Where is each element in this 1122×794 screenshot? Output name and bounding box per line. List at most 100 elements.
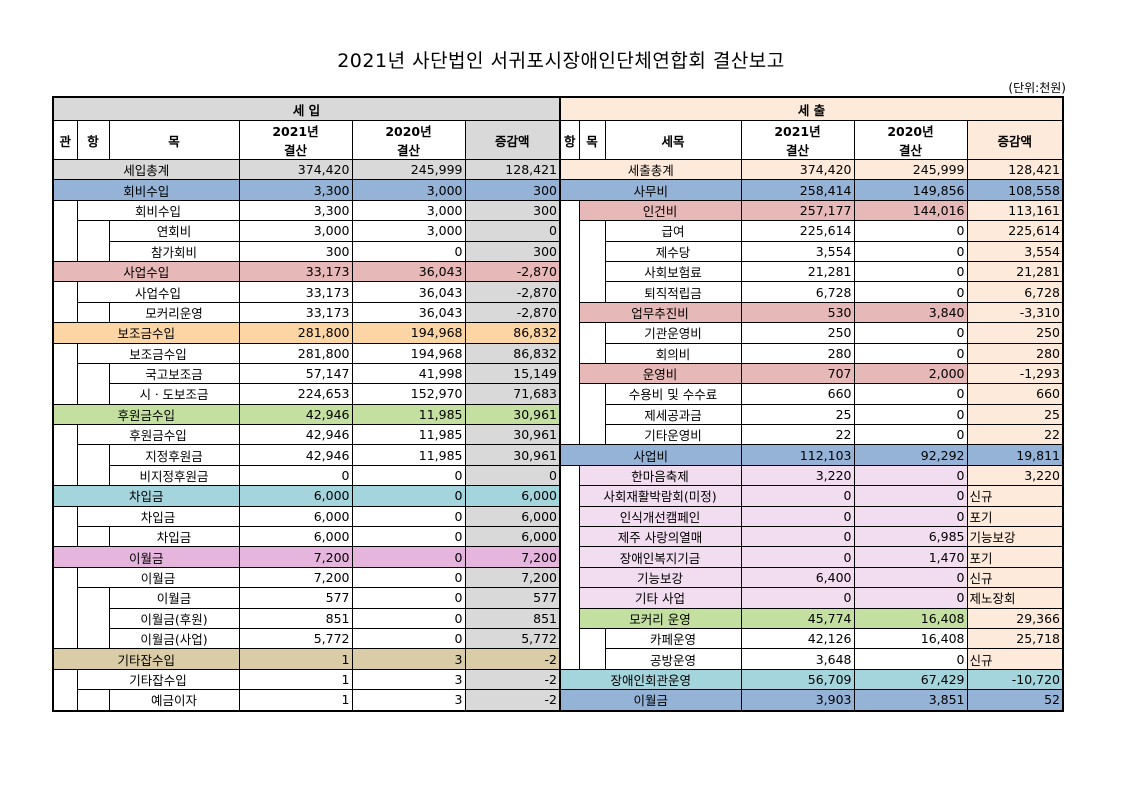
- expense-diff: 22: [966, 424, 1064, 446]
- indent-cell: [559, 404, 580, 425]
- indent-cell: [559, 608, 580, 629]
- expense-col-mok: 목: [578, 120, 606, 160]
- income-2020: 3: [351, 668, 466, 691]
- income-item-name: 시ㆍ도보조금: [108, 383, 240, 405]
- income-item-name: 차입금: [108, 526, 240, 548]
- indent-cell: [559, 465, 580, 486]
- expense-item-name: 이월금: [559, 689, 742, 712]
- income-diff: 7,200: [464, 566, 561, 589]
- expense-2020: 245,999: [853, 158, 968, 181]
- indent-cell: [76, 587, 110, 609]
- expense-col-hang: 항: [559, 120, 580, 160]
- expense-item-name: 인식개선캠페인: [578, 505, 742, 528]
- income-item-name: 기타잡수입: [52, 648, 240, 670]
- expense-2020: 92,292: [853, 444, 968, 466]
- expense-2020: 0: [853, 485, 968, 507]
- expense-item-name: 카페운영: [604, 627, 742, 650]
- expense-2021: 280: [740, 342, 855, 364]
- indent-cell: [578, 628, 606, 649]
- income-2020: 0: [351, 464, 466, 487]
- table-row: 참가회비 300 0 300 제수당 3,554 0 3,554: [52, 240, 1064, 262]
- expense-diff: 250: [966, 322, 1064, 344]
- expense-2021: 0: [740, 526, 855, 548]
- expense-2020: 0: [853, 505, 968, 528]
- expense-diff: 신규: [966, 485, 1064, 507]
- indent-cell: [52, 628, 78, 650]
- expense-item-name: 수용비 및 수수료: [604, 383, 742, 405]
- indent-cell: [578, 648, 606, 670]
- expense-col-2021: 2021년 결산: [740, 120, 855, 160]
- expense-2021: 225,614: [740, 220, 855, 242]
- income-2020: 194,968: [351, 342, 466, 364]
- income-diff: 6,000: [464, 505, 561, 528]
- income-2020: 3: [351, 689, 466, 712]
- income-2020: 3: [351, 648, 466, 670]
- expense-2021: 22: [740, 424, 855, 446]
- expense-diff: 19,811: [966, 444, 1064, 466]
- indent-cell: [76, 302, 110, 324]
- indent-cell: [52, 383, 78, 405]
- income-2020: 0: [351, 587, 466, 609]
- expense-diff: 제노장회: [966, 587, 1064, 609]
- income-item-name: 이월금(후원): [108, 607, 240, 629]
- expense-diff: 113,161: [966, 199, 1064, 222]
- indent-cell: [76, 220, 110, 242]
- expense-2020: 16,408: [853, 627, 968, 650]
- income-2021: 1: [238, 668, 353, 691]
- expense-2021: 3,554: [740, 240, 855, 262]
- income-2020: 0: [351, 526, 466, 548]
- expense-2020: 0: [853, 383, 968, 405]
- income-item-name: 사업수입: [76, 281, 240, 303]
- table-row: 지정후원금 42,946 11,985 30,961 사업비 112,103 92,292 1…: [52, 444, 1064, 466]
- expense-2021: 25: [740, 403, 855, 426]
- expense-diff: 3,554: [966, 240, 1064, 262]
- income-2021: 224,653: [238, 383, 353, 405]
- table-row: 예금이자 1 3 -2 이월금 3,903 3,851 52: [52, 689, 1064, 712]
- expense-2020: 0: [853, 403, 968, 426]
- income-2020: 0: [351, 566, 466, 589]
- income-2021: 6,000: [238, 505, 353, 528]
- expense-item-name: 제수당: [604, 240, 742, 262]
- expense-item-name: 사회재활박람회(미정): [578, 485, 742, 507]
- indent-cell: [76, 465, 110, 487]
- expense-2021: 374,420: [740, 158, 855, 181]
- income-2020: 0: [351, 485, 466, 507]
- income-item-name: 모커리운영: [108, 301, 240, 324]
- income-diff: 5,772: [464, 627, 561, 650]
- income-col-2021: 2021년 결산: [238, 120, 353, 160]
- income-diff: 300: [464, 199, 561, 222]
- expense-item-name: 인건비: [578, 199, 742, 222]
- indent-cell: [52, 343, 78, 364]
- income-diff: 300: [464, 179, 561, 201]
- income-2021: 281,800: [238, 342, 353, 364]
- income-diff: 0: [464, 464, 561, 487]
- expense-diff: 225,614: [966, 220, 1064, 242]
- income-2020: 194,968: [351, 322, 466, 344]
- income-2020: 11,985: [351, 403, 466, 426]
- indent-cell: [559, 526, 580, 547]
- indent-cell: [578, 281, 606, 303]
- expense-2020: 0: [853, 424, 968, 446]
- indent-cell: [52, 669, 78, 690]
- expense-diff: -1,293: [966, 362, 1064, 385]
- income-diff: 15,149: [464, 362, 561, 385]
- indent-cell: [578, 322, 606, 344]
- income-2021: 1: [238, 689, 353, 712]
- indent-cell: [52, 281, 78, 303]
- expense-col-semok: 세목: [604, 120, 742, 160]
- expense-2021: 707: [740, 362, 855, 385]
- expense-diff: 108,558: [966, 179, 1064, 201]
- expense-diff: 25: [966, 403, 1064, 426]
- indent-cell: [52, 567, 78, 588]
- expense-diff: 6,728: [966, 281, 1064, 303]
- income-diff: -2: [464, 668, 561, 691]
- income-item-name: 비지정후원금: [108, 464, 240, 487]
- table-row: 이월금 577 0 577 기타 사업 0 0 제노장회: [52, 587, 1064, 609]
- indent-cell: [559, 261, 580, 282]
- expense-item-name: 운영비: [578, 362, 742, 385]
- income-col-gwan: 관: [52, 120, 78, 160]
- income-diff: 6,000: [464, 526, 561, 548]
- expense-2021: 530: [740, 301, 855, 324]
- income-item-name: 후원금수입: [52, 403, 240, 426]
- table-row: 후원금수입 42,946 11,985 30,961 제세공과금 25 0 25: [52, 403, 1064, 426]
